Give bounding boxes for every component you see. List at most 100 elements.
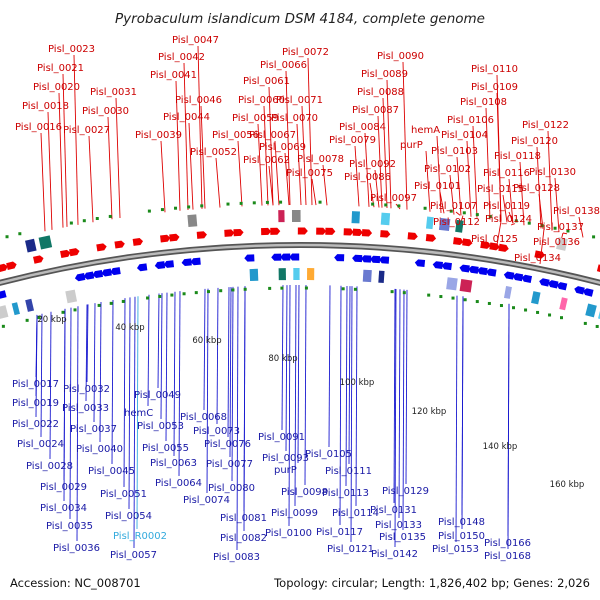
inner-track-dot [268, 286, 272, 290]
bottom-strand-gene [83, 271, 95, 280]
top-strand-gene [425, 234, 437, 242]
bottom-strand-gene [512, 273, 524, 282]
bottom-strand-gene [503, 271, 515, 280]
bottom-gene-label: Pisl_0121 [327, 544, 374, 555]
top-strand-gene [196, 231, 207, 239]
top-gene-label: Pisl_0031 [90, 87, 137, 98]
top-strand-gene [534, 250, 545, 259]
bottom-gene-label-leader [111, 300, 114, 465]
bottom-track-block [559, 297, 568, 311]
bottom-gene-label: Pisl_0076 [204, 439, 251, 450]
bottom-gene-label-leader [394, 288, 397, 548]
bottom-gene-label-leader [178, 291, 181, 477]
top-gene-label-leader [200, 105, 206, 209]
top-gene-label-leader [268, 165, 274, 206]
bottom-gene-label-leader [203, 288, 206, 411]
bottom-strand-gene [574, 286, 585, 295]
gene-labels: Pisl_0023 Pisl_0021 Pisl_0020 Pisl_0018 Pisl… [12, 35, 600, 563]
bottom-gene-label: Pisl_0019 [12, 398, 59, 409]
top-gene-label: Pisl_0104 [441, 130, 488, 141]
top-track-block [438, 217, 451, 232]
top-gene-label: Pisl_0084 [339, 122, 386, 133]
top-gene-label: Pisl_0088 [357, 87, 404, 98]
bottom-gene-label-leader [393, 288, 396, 504]
top-gene-label-leader [554, 177, 560, 233]
inner-track-dot [231, 288, 235, 292]
top-track-block [455, 219, 464, 233]
bottom-gene-label-leader [455, 295, 458, 543]
outer-track-dot [397, 204, 401, 208]
top-gene-label-leader [268, 86, 274, 206]
top-gene-label-leader [386, 79, 392, 209]
inner-track-dot [109, 301, 113, 305]
bottom-strand-gene [379, 256, 390, 264]
top-track-block [425, 216, 434, 230]
bottom-gene-label-leader [236, 286, 239, 551]
outer-track-dot [384, 203, 388, 207]
top-gene-label-leader [115, 97, 121, 219]
top-gene-label: Pisl_0023 [48, 44, 95, 55]
top-gene-label-leader [508, 178, 514, 224]
outer-track-dot [514, 219, 518, 223]
bottom-gene-label: Pisl_0117 [316, 527, 363, 538]
top-gene-label: Pisl_0119 [483, 201, 530, 212]
top-gene-label-leader [197, 45, 203, 209]
bottom-track-block [11, 302, 20, 316]
top-gene-label: Pisl_0052 [190, 147, 237, 158]
top-gene-label: Pisl_0107 [430, 201, 477, 212]
top-gene-label-leader [466, 140, 472, 217]
map-title: Pyrobaculum islandicum DSM 4184, complet… [115, 11, 485, 27]
top-gene-label: Pisl_0128 [513, 183, 560, 194]
top-strand-gene [325, 227, 336, 235]
top-gene-label: Pisl_0136 [533, 237, 580, 248]
scale-tick-label: 20 kbp [37, 315, 66, 325]
bottom-strand-gene [271, 253, 282, 261]
bottom-gene-label-leader [285, 285, 288, 452]
bottom-gene-label: Pisl_0074 [183, 495, 230, 506]
bottom-gene-label-leader [288, 285, 291, 527]
top-gene-label: Pisl_0020 [33, 82, 80, 93]
bottom-track-block [378, 270, 385, 283]
scale-tick-label: 120 kbp [412, 407, 447, 417]
bottom-gene-label-leader [63, 308, 66, 502]
top-gene-label-leader [502, 194, 508, 223]
top-gene-label-leader [160, 140, 166, 213]
bottom-gene-label-leader [165, 292, 168, 442]
bottom-strand-gene [477, 267, 488, 276]
top-gene-label: Pisl_0087 [352, 105, 399, 116]
backbone-highlight [0, 243, 600, 285]
inner-track-dot [451, 296, 455, 300]
outer-track-dot [95, 217, 99, 221]
top-gene-label: Pisl_0102 [424, 164, 471, 175]
bottom-gene-label-leader [35, 314, 38, 418]
bottom-gene-label: Pisl_0036 [53, 543, 100, 554]
top-gene-label: Pisl_0101 [414, 181, 461, 192]
inner-track-dot [548, 313, 552, 317]
bottom-gene-label-leader [402, 289, 405, 531]
top-gene-label-leader [547, 130, 553, 231]
inner-track-dot [427, 293, 431, 297]
top-gene-label: Pisl_0112 [433, 217, 480, 228]
top-strand-gene [132, 238, 144, 246]
genome-summary: Topology: circular; Length: 1,826,402 bp… [273, 576, 590, 590]
top-gene-label-leader [508, 211, 514, 224]
inner-track-dot [243, 287, 247, 291]
scale-tick-label: 40 kbp [115, 323, 144, 333]
bottom-gene-label-leader [227, 287, 230, 438]
top-gene-label: Pisl_0137 [537, 222, 584, 233]
bottom-strand-gene [244, 254, 255, 262]
top-strand-gene [270, 227, 281, 235]
feature-tracks [0, 200, 600, 328]
outer-track-dot [160, 208, 164, 212]
bottom-gene-label: Pisl_0166 [484, 538, 531, 549]
bottom-strand-gene [432, 261, 444, 269]
bottom-gene-label: Pisl_0045 [88, 466, 135, 477]
outer-track-dot [69, 221, 73, 225]
outer-track-dot [5, 235, 9, 239]
top-gene-label: Pisl_0030 [82, 106, 129, 117]
outer-track-dot [239, 201, 243, 205]
inner-track-dot [583, 321, 587, 325]
bottom-gene-label: Pisl_0055 [142, 443, 189, 454]
top-strand-gene [343, 228, 354, 236]
bottom-gene-label: Pisl_0063 [150, 458, 197, 469]
